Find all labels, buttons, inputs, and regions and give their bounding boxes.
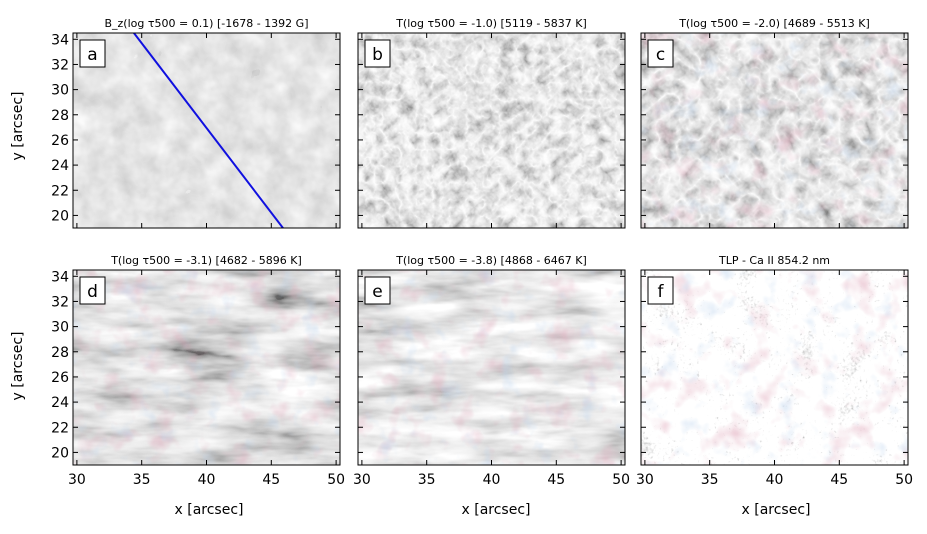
x-axis-label-2: x [arcsec] bbox=[462, 502, 531, 518]
xtick-label: 40 bbox=[483, 472, 501, 488]
xtick-label: 30 bbox=[68, 472, 86, 488]
panel-b-letter: b bbox=[372, 45, 383, 65]
panel-a-image bbox=[73, 33, 340, 228]
ytick-label: 32 bbox=[51, 294, 69, 310]
ytick-label: 34 bbox=[51, 269, 69, 285]
ytick-label: 32 bbox=[51, 57, 69, 73]
xtick-label: 50 bbox=[612, 472, 630, 488]
panel-e-blue-contours bbox=[358, 270, 625, 465]
ytick-label: 30 bbox=[51, 83, 69, 99]
x-axis-label-3: x [arcsec] bbox=[742, 502, 811, 518]
panel-f-title: TLP - Ca II 854.2 nm bbox=[718, 254, 830, 267]
panel-c-image bbox=[641, 33, 908, 228]
ytick-label: 26 bbox=[51, 370, 69, 386]
xtick-label: 35 bbox=[133, 472, 151, 488]
panel-b: T(log τ500 = -1.0) [5119 - 5837 K] b bbox=[357, 17, 626, 229]
panel-f-blue-contours bbox=[641, 270, 908, 465]
ytick-label: 20 bbox=[51, 445, 69, 461]
panel-e-badge bbox=[364, 276, 391, 305]
xtick-label: 45 bbox=[547, 472, 565, 488]
panel-c: T(log τ500 = -2.0) [4689 - 5513 K] c bbox=[640, 17, 909, 229]
panel-c-badge bbox=[647, 39, 674, 68]
panel-c-letter: c bbox=[656, 45, 665, 65]
panel-b-image bbox=[358, 33, 625, 228]
panel-d: 30 35 40 45 50 20 22 24 26 28 30 32 34 T(log τ500 = -… bbox=[51, 254, 345, 488]
ytick-label: 30 bbox=[51, 320, 69, 336]
panel-a: 20 22 24 26 28 30 32 34 B_z(log τ500 = 0.1) [-16… bbox=[51, 17, 341, 229]
panel-e-title: T(log τ500 = -3.8) [4868 - 6467 K] bbox=[395, 254, 587, 267]
xtick-label: 35 bbox=[701, 472, 719, 488]
xtick-label: 40 bbox=[198, 472, 216, 488]
panel-c-title: T(log τ500 = -2.0) [4689 - 5513 K] bbox=[678, 17, 870, 30]
panel-e-image bbox=[358, 270, 625, 465]
panel-a-badge bbox=[79, 39, 106, 68]
panel-c-blue-contours bbox=[641, 33, 908, 228]
panel-f-badge bbox=[647, 276, 674, 305]
x-axis-label-1: x [arcsec] bbox=[175, 502, 244, 518]
xtick-label: 40 bbox=[766, 472, 784, 488]
panel-f-image bbox=[641, 270, 908, 465]
panel-d-badge bbox=[79, 276, 106, 305]
panel-f: 30 35 40 45 50 TLP - Ca II 854.2 nm f bbox=[636, 254, 913, 488]
slit-line bbox=[133, 33, 284, 228]
ytick-label: 26 bbox=[51, 133, 69, 149]
panel-b-badge bbox=[364, 39, 391, 68]
ytick-label: 22 bbox=[51, 183, 69, 199]
panel-d-title: T(log τ500 = -3.1) [4682 - 5896 K] bbox=[110, 254, 302, 267]
ytick-label: 22 bbox=[51, 420, 69, 436]
xtick-label: 45 bbox=[262, 472, 280, 488]
panel-b-title: T(log τ500 = -1.0) [5119 - 5837 K] bbox=[395, 17, 587, 30]
y-axis-label-top: y [arcsec] bbox=[10, 92, 26, 161]
xtick-label: 35 bbox=[418, 472, 436, 488]
panel-d-image bbox=[73, 270, 340, 465]
ytick-label: 20 bbox=[51, 208, 69, 224]
panel-d-blue-contours bbox=[73, 270, 340, 465]
xtick-label: 30 bbox=[636, 472, 654, 488]
ytick-label: 28 bbox=[51, 345, 69, 361]
xtick-label: 45 bbox=[830, 472, 848, 488]
ytick-label: 28 bbox=[51, 108, 69, 124]
ytick-label: 24 bbox=[51, 158, 69, 174]
panel-f-letter: f bbox=[658, 282, 665, 302]
xtick-label: 30 bbox=[353, 472, 371, 488]
panel-d-letter: d bbox=[87, 282, 98, 302]
panel-a-letter: a bbox=[87, 45, 97, 65]
ytick-label: 34 bbox=[51, 32, 69, 48]
ytick-label: 24 bbox=[51, 395, 69, 411]
panel-a-title: B_z(log τ500 = 0.1) [-1678 - 1392 G] bbox=[104, 17, 308, 30]
panel-e: 30 35 40 45 50 T(log τ500 = -3.8) [4868 - 646… bbox=[353, 254, 630, 488]
y-axis-label-bottom: y [arcsec] bbox=[10, 332, 26, 401]
xtick-label: 50 bbox=[895, 472, 913, 488]
xtick-label: 50 bbox=[327, 472, 345, 488]
panel-e-letter: e bbox=[372, 282, 382, 302]
